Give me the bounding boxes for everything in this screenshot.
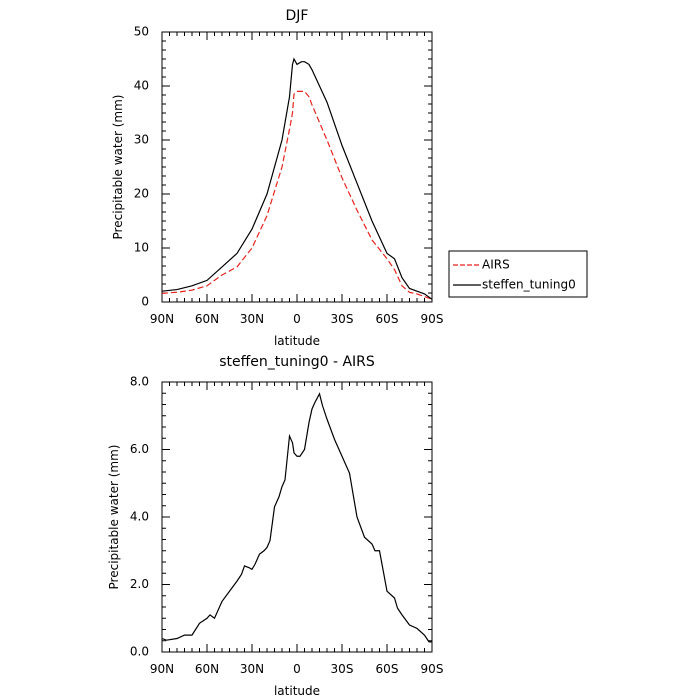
x-tick-label: 30N	[240, 662, 264, 676]
y-tick-label: 50	[134, 25, 149, 39]
y-tick-label: 8.0	[130, 375, 149, 389]
y-tick-label: 20	[134, 187, 149, 201]
chart-title: steffen_tuning0 - AIRS	[219, 354, 375, 370]
y-axis-title: Precipitable water (mm)	[107, 445, 121, 590]
x-tick-label: 90N	[150, 662, 174, 676]
x-tick-label: 60S	[376, 662, 399, 676]
chart-panel-1: DJF 90N 60N 30N 0 30S 60S 90S 0 10 20 30 40 50 latitud…	[111, 8, 588, 348]
x-tick-label: 30N	[240, 312, 264, 326]
legend-label: steffen_tuning0	[482, 278, 576, 292]
x-tick-label: 60N	[195, 312, 219, 326]
legend-label: AIRS	[482, 258, 510, 272]
x-axis-title: latitude	[274, 334, 320, 348]
plot-frame	[161, 381, 433, 653]
legend: AIRS steffen_tuning0	[448, 250, 588, 298]
chart-panel-2: steffen_tuning0 - AIRS 90N 60N 30N 0 30S 60S 90…	[107, 354, 443, 698]
x-tick-label: 60S	[376, 312, 399, 326]
x-tick-label: 0	[293, 312, 301, 326]
y-tick-label: 30	[134, 133, 149, 147]
y-tick-label: 4.0	[130, 510, 149, 524]
x-tick-label: 90S	[421, 662, 444, 676]
x-tick-label: 90N	[150, 312, 174, 326]
y-tick-label: 10	[134, 241, 149, 255]
y-tick-label: 0	[141, 295, 149, 309]
series-line-airs	[161, 90, 433, 300]
x-tick-label: 90S	[421, 312, 444, 326]
plot-frame	[161, 31, 433, 303]
x-axis-title: latitude	[274, 684, 320, 698]
x-tick-label: 60N	[195, 662, 219, 676]
y-tick-label: 0.0	[130, 645, 149, 659]
y-tick-label: 2.0	[130, 577, 149, 591]
legend-box	[448, 250, 588, 298]
y-axis-title: Precipitable water (mm)	[111, 95, 125, 240]
chart-title: DJF	[286, 8, 309, 24]
x-tick-label: 0	[293, 662, 301, 676]
y-tick-label: 40	[134, 79, 149, 93]
x-tick-label: 30S	[331, 662, 354, 676]
series-line-steffen-tuning0	[161, 57, 433, 300]
series-line-1	[161, 392, 432, 643]
y-tick-label: 6.0	[130, 442, 149, 456]
x-tick-label: 30S	[331, 312, 354, 326]
